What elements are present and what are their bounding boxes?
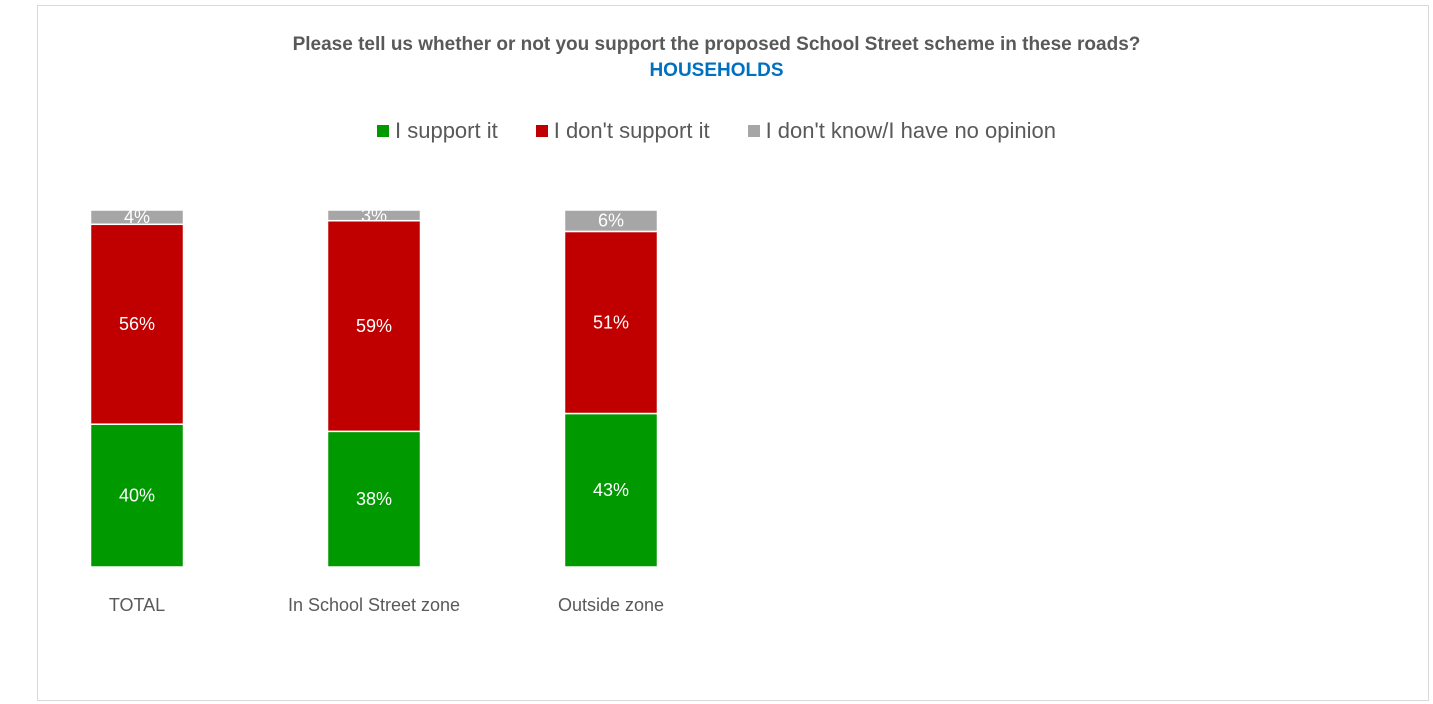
data-label-outside-zone-no-opinion: 6% xyxy=(598,211,624,231)
bar-total-dont-support xyxy=(89,223,185,425)
legend-item-support: I support it xyxy=(377,118,498,144)
category-label-total: TOTAL xyxy=(109,595,165,615)
bar-in-zone-no-opinion xyxy=(326,209,422,222)
chart-frame xyxy=(37,5,1429,701)
legend-swatch-dont-support xyxy=(535,125,548,137)
bar-outside-zone-dont-support xyxy=(563,230,659,415)
chart-subtitle: HOUSEHOLDS xyxy=(649,60,784,81)
data-label-total-support: 40% xyxy=(119,486,155,506)
data-label-in-zone-no-opinion: 3% xyxy=(361,205,387,225)
data-label-total-no-opinion: 4% xyxy=(124,207,150,227)
data-label-outside-zone-dont-support: 51% xyxy=(593,312,629,332)
data-label-in-zone-dont-support: 59% xyxy=(356,316,392,336)
legend-label-no-opinion: I don't know/I have no opinion xyxy=(765,118,1056,143)
category-label-in-zone: In School Street zone xyxy=(288,595,460,615)
data-label-outside-zone-support: 43% xyxy=(593,480,629,500)
legend-item-dont-support: I don't support it xyxy=(535,118,710,144)
legend: I support it I don't support it I don't … xyxy=(0,118,1433,144)
bar-in-zone-support xyxy=(326,430,422,568)
legend-swatch-support xyxy=(377,125,389,137)
legend-swatch-no-opinion xyxy=(747,125,760,137)
legend-label-dont-support: I don't support it xyxy=(553,118,710,143)
bar-outside-zone-no-opinion xyxy=(563,209,659,233)
legend-label-support: I support it xyxy=(395,118,498,143)
data-label-total-dont-support: 56% xyxy=(119,314,155,334)
category-label-outside-zone: Outside zone xyxy=(558,595,664,615)
bar-total-no-opinion xyxy=(89,209,185,226)
chart-title: Please tell us whether or not you suppor… xyxy=(292,34,1141,55)
bar-in-zone-dont-support xyxy=(326,219,422,433)
bar-total-support xyxy=(89,423,185,568)
legend-item-no-opinion: I don't know/I have no opinion xyxy=(747,118,1056,144)
data-label-in-zone-support: 38% xyxy=(356,489,392,509)
bar-outside-zone-support xyxy=(563,412,659,568)
